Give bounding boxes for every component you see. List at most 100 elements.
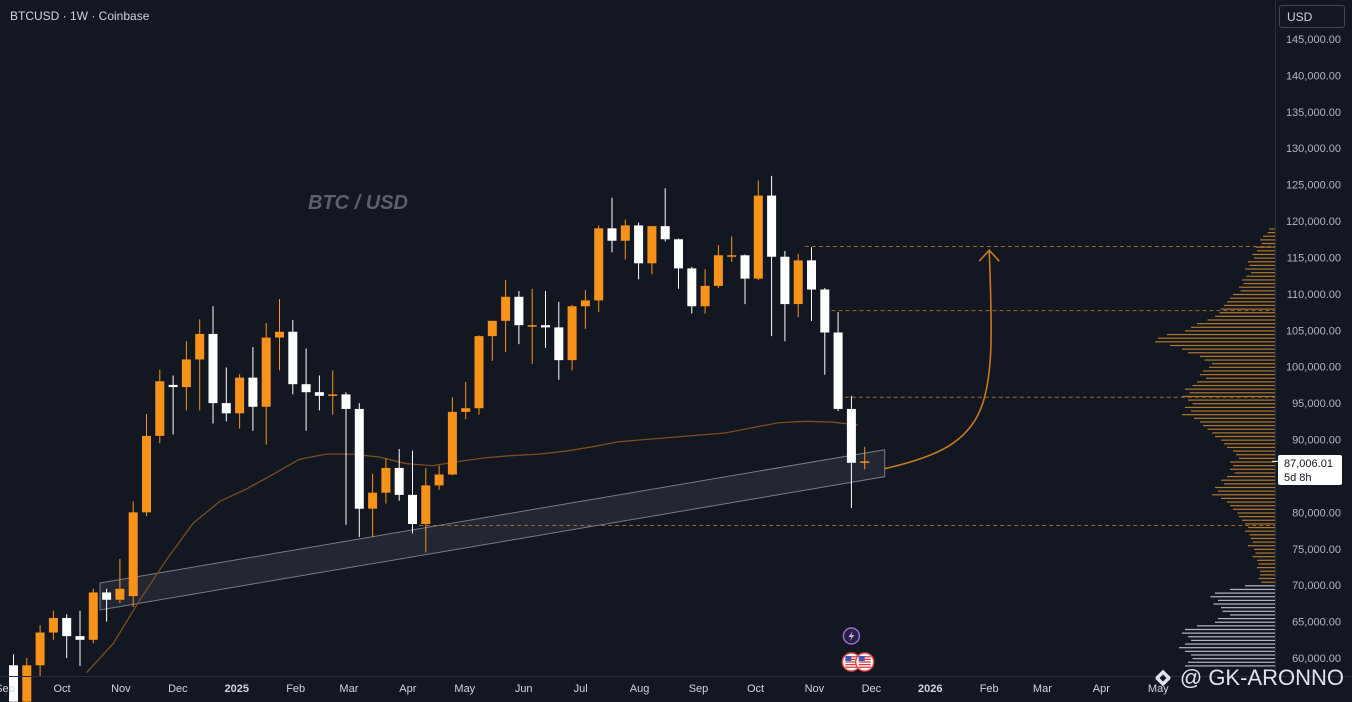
volume-profile-bar — [1257, 250, 1275, 252]
volume-profile-bar — [1167, 333, 1275, 336]
moving-average — [86, 420, 859, 674]
candle — [235, 373, 245, 429]
volume-profile-bar — [1219, 312, 1275, 314]
volume-profile-bar — [1263, 235, 1275, 237]
event-markers[interactable] — [841, 627, 875, 672]
volume-profile-bar — [1221, 497, 1275, 500]
volume-profile-bar — [1185, 665, 1275, 667]
volume-profile-bar — [1215, 592, 1275, 594]
time-axis[interactable]: Sep Oct Nov Dec 2025 Feb Mar Apr May Jun Jul Aug Sep… — [0, 676, 1352, 696]
candle-body-down — [62, 617, 72, 637]
time-tick-label: Nov — [805, 683, 825, 695]
volume-profile-bar — [1255, 246, 1275, 248]
candle — [860, 446, 870, 470]
candle-body-up — [115, 588, 125, 600]
candle — [88, 588, 98, 644]
currency-button[interactable]: USD — [1279, 5, 1345, 28]
candle-body-down — [75, 636, 85, 640]
price-tick-label: 120,000.00 — [1286, 216, 1341, 228]
candle — [567, 304, 577, 371]
volume-profile-bar — [1245, 585, 1275, 587]
volume-profile-bar — [1222, 610, 1275, 612]
candle — [62, 614, 72, 658]
candle-body-up — [328, 394, 338, 396]
candle-body-down — [541, 325, 550, 328]
price-axis[interactable]: 60,000.00 65,000.00 70,000.00 75,000.00 80,0… — [1275, 0, 1342, 676]
candle-body-up — [567, 306, 577, 361]
time-tick-label: Sep — [0, 683, 15, 695]
time-tick-label: May — [454, 683, 475, 695]
candle-body-up — [461, 408, 471, 412]
price-tick-label: 135,000.00 — [1286, 107, 1341, 119]
candle-body-up — [860, 461, 870, 463]
price-tick-label: 130,000.00 — [1286, 143, 1341, 155]
price-tick-label: 75,000.00 — [1292, 544, 1341, 556]
symbol-title[interactable]: BTCUSD · 1W · Coinbase — [10, 9, 150, 23]
volume-profile-bar — [1237, 512, 1275, 514]
candle — [328, 370, 338, 415]
volume-profile-bar — [1197, 381, 1275, 383]
price-tick-label: 115,000.00 — [1287, 252, 1341, 264]
volume-profile-bar — [1233, 508, 1275, 510]
candle — [501, 280, 511, 353]
candle-body-up — [88, 592, 98, 640]
horizontal-levels[interactable] — [419, 246, 1275, 526]
volume-profile-bar — [1215, 621, 1275, 623]
candle-body-up — [128, 512, 138, 597]
volume-profile-bar — [1248, 261, 1275, 263]
candle-body-up — [620, 225, 630, 241]
volume-profile-bar — [1179, 647, 1275, 649]
candle-body-down — [846, 408, 856, 463]
candle — [713, 245, 723, 289]
projection-arrow[interactable] — [884, 248, 1000, 470]
time-tick-label: Apr — [1093, 683, 1110, 695]
candle-body-down — [607, 228, 617, 241]
candle — [541, 290, 550, 348]
candle-body-down — [807, 260, 816, 290]
volume-profile-bar — [1249, 264, 1275, 266]
candle — [620, 219, 630, 260]
watermark-text: @ GK-ARONNO — [1179, 665, 1344, 690]
binance-icon — [1155, 669, 1171, 687]
price-tick-label: 100,000.00 — [1286, 362, 1341, 374]
candle — [793, 253, 803, 318]
candle — [394, 448, 404, 501]
time-tick-label: Dec — [168, 683, 188, 695]
candle — [102, 588, 112, 622]
candle — [221, 367, 231, 422]
volume-profile-bar — [1239, 457, 1275, 459]
ascending-channel[interactable] — [99, 449, 886, 611]
candle-body-down — [780, 256, 790, 305]
volume-profile-bar — [1269, 228, 1275, 230]
volume-profile-bar — [1189, 392, 1275, 394]
volume-profile-bar — [1230, 588, 1275, 591]
candle — [753, 180, 763, 281]
time-tick-label: Oct — [53, 683, 70, 695]
volume-profile-bar — [1215, 486, 1275, 489]
candle-body-down — [301, 384, 311, 393]
candle — [275, 298, 284, 371]
volume-profile-bar — [1218, 599, 1275, 601]
volume-profile-bar — [1191, 654, 1275, 656]
candle — [314, 375, 324, 411]
price-tick-label: 145,000.00 — [1286, 34, 1341, 46]
time-tick-label: Mar — [339, 683, 358, 695]
volume-profile-bar — [1155, 341, 1275, 343]
volume-profile-bar — [1261, 242, 1275, 245]
candle — [248, 347, 258, 431]
candle — [607, 197, 617, 253]
time-tick-label: Feb — [286, 683, 305, 695]
volume-profile-bar — [1248, 526, 1275, 529]
price-tick-label: 70,000.00 — [1292, 580, 1341, 592]
candle-body-down — [168, 384, 178, 388]
candle-body-up — [727, 255, 737, 257]
channel-band — [99, 449, 886, 611]
candle-body-up — [275, 331, 284, 338]
volume-profile-bar — [1213, 603, 1275, 605]
price-tick-label: 80,000.00 — [1292, 507, 1341, 519]
candle — [487, 320, 497, 361]
candle-body-up — [447, 411, 457, 475]
last-price-value: 87,006.01 — [1284, 458, 1333, 470]
